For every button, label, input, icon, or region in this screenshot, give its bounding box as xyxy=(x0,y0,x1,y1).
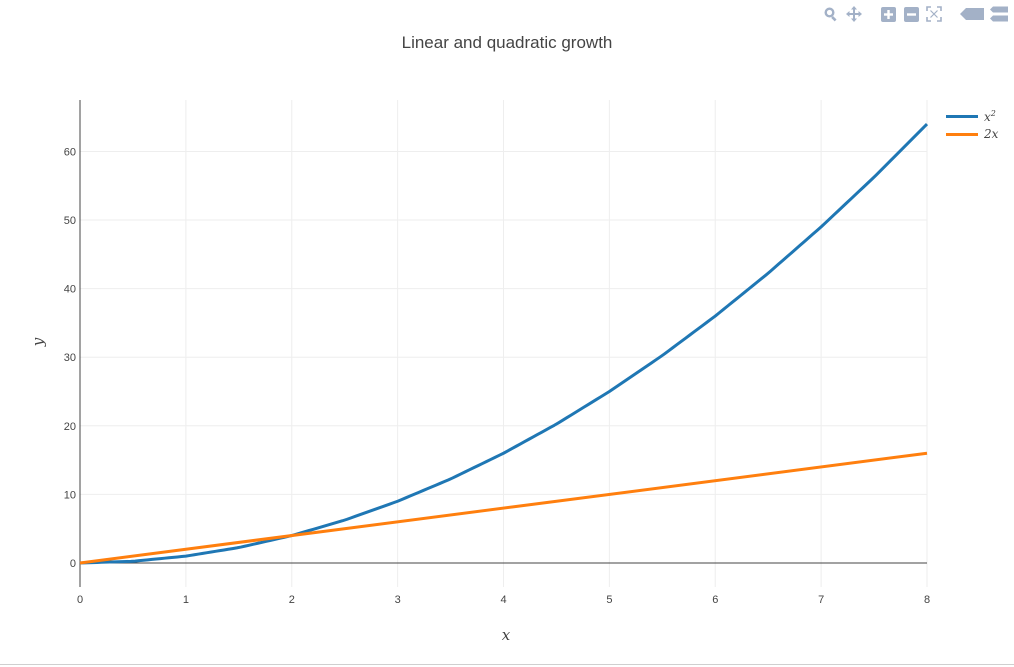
autoscale-icon[interactable] xyxy=(925,5,943,23)
y-axis-title: y xyxy=(29,337,47,347)
pan-icon[interactable] xyxy=(845,5,863,23)
tick-labels: 0 1 2 3 4 5 6 7 8 0 10 20 30 40 50 60 xyxy=(64,146,930,606)
y-tick-label: 50 xyxy=(64,215,76,227)
x-tick-label: 0 xyxy=(77,594,83,606)
legend-label-quadratic: x2 xyxy=(984,108,996,124)
legend-label-linear: 2x xyxy=(984,127,999,141)
y-gridlines xyxy=(80,150,927,495)
x-tick-label: 5 xyxy=(606,594,612,606)
y-tick-label: 10 xyxy=(64,489,76,501)
x-axis-title: x xyxy=(501,626,511,644)
axes xyxy=(79,100,927,587)
hover-closest-icon[interactable] xyxy=(959,5,985,23)
y-tick-label: 20 xyxy=(64,421,76,433)
x-tick-label: 8 xyxy=(924,594,930,606)
x-tick-label: 2 xyxy=(289,594,295,606)
modebar xyxy=(810,5,1008,23)
y-tick-label: 30 xyxy=(64,352,76,364)
zoom-in-icon[interactable] xyxy=(879,5,897,23)
zoom-out-icon[interactable] xyxy=(902,5,920,23)
series-lines xyxy=(79,122,929,565)
x-tick-label: 6 xyxy=(712,594,718,606)
chart-title: Linear and quadratic growth xyxy=(401,33,613,52)
hover-compare-icon[interactable] xyxy=(990,5,1008,23)
legend-swatch-linear xyxy=(946,132,978,136)
modebar-group-nav xyxy=(822,5,863,23)
legend: x2 2x xyxy=(946,107,998,143)
legend-item-quadratic[interactable]: x2 xyxy=(946,107,998,125)
legend-item-linear[interactable]: 2x xyxy=(946,125,998,143)
legend-swatch-quadratic xyxy=(946,114,978,118)
x-tick-label: 4 xyxy=(500,594,506,606)
series-line-1[interactable] xyxy=(79,451,928,565)
bottom-divider xyxy=(0,664,1014,665)
zoom-icon[interactable] xyxy=(822,5,840,23)
x-tick-label: 3 xyxy=(395,594,401,606)
modebar-group-hover xyxy=(959,5,1008,23)
x-gridlines xyxy=(185,100,928,587)
modebar-group-zoom xyxy=(879,5,943,23)
y-tick-label: 0 xyxy=(70,558,76,570)
x-tick-label: 1 xyxy=(183,594,189,606)
x-tick-label: 7 xyxy=(818,594,824,606)
y-tick-label: 40 xyxy=(64,284,76,296)
series-line-0[interactable] xyxy=(79,122,929,565)
y-tick-label: 60 xyxy=(64,146,76,158)
